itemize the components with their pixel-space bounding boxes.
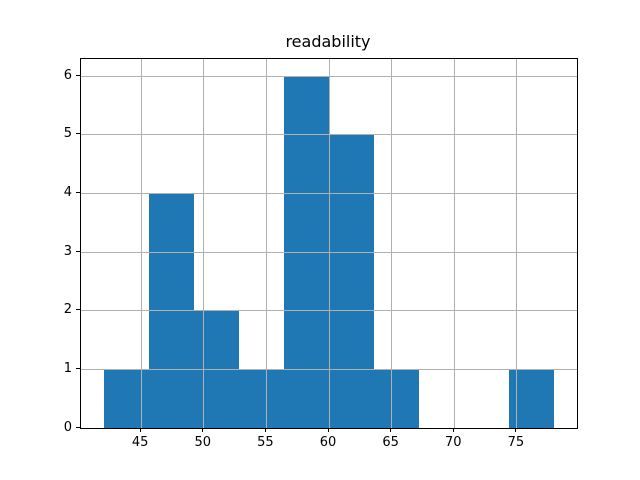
y-tick-label: 6 <box>63 67 72 83</box>
x-tick-label: 70 <box>444 435 462 451</box>
grid-line-vertical <box>203 58 205 429</box>
x-tick-label: 45 <box>131 435 149 451</box>
y-tick-mark <box>76 309 80 311</box>
grid-line-horizontal <box>81 193 577 195</box>
y-tick-label: 2 <box>63 302 72 318</box>
y-tick-mark <box>76 368 80 370</box>
histogram-bar <box>329 134 375 429</box>
grid-line-horizontal <box>81 75 577 77</box>
y-tick-label: 0 <box>63 419 72 435</box>
x-tick-mark <box>452 428 454 433</box>
chart-title: readability <box>285 32 371 51</box>
grid-line-vertical <box>391 58 393 429</box>
grid-line-horizontal <box>81 369 577 371</box>
grid-line-horizontal <box>81 251 577 253</box>
y-tick-mark <box>76 250 80 252</box>
x-tick-mark <box>327 428 329 433</box>
x-tick-mark <box>202 428 204 433</box>
x-tick-mark <box>139 428 141 433</box>
y-tick-label: 5 <box>63 126 72 142</box>
grid-line-horizontal <box>81 134 577 136</box>
grid-line-vertical <box>265 58 267 429</box>
y-tick-mark <box>76 192 80 194</box>
x-tick-label: 55 <box>257 435 274 451</box>
x-tick-label: 75 <box>507 435 525 451</box>
x-tick-label: 65 <box>382 435 399 451</box>
y-tick-mark <box>76 426 80 428</box>
grid-line-horizontal <box>81 310 577 312</box>
y-tick-label: 1 <box>63 361 72 377</box>
grid-line-vertical <box>140 58 142 429</box>
x-tick-label: 60 <box>319 435 337 451</box>
histogram-bar <box>238 369 284 429</box>
histogram-bar <box>103 369 149 429</box>
x-tick-mark <box>515 428 517 433</box>
histogram-bar <box>374 369 420 429</box>
grid-line-vertical <box>453 58 455 429</box>
x-tick-label: 50 <box>194 435 211 451</box>
y-tick-mark <box>76 74 80 76</box>
y-tick-label: 3 <box>63 243 72 259</box>
plot-area <box>80 57 578 430</box>
y-tick-label: 4 <box>63 185 72 201</box>
grid-line-vertical <box>328 58 330 429</box>
x-tick-mark <box>390 428 392 433</box>
y-tick-mark <box>76 133 80 135</box>
x-tick-mark <box>264 428 266 433</box>
grid-line-vertical <box>516 58 518 429</box>
